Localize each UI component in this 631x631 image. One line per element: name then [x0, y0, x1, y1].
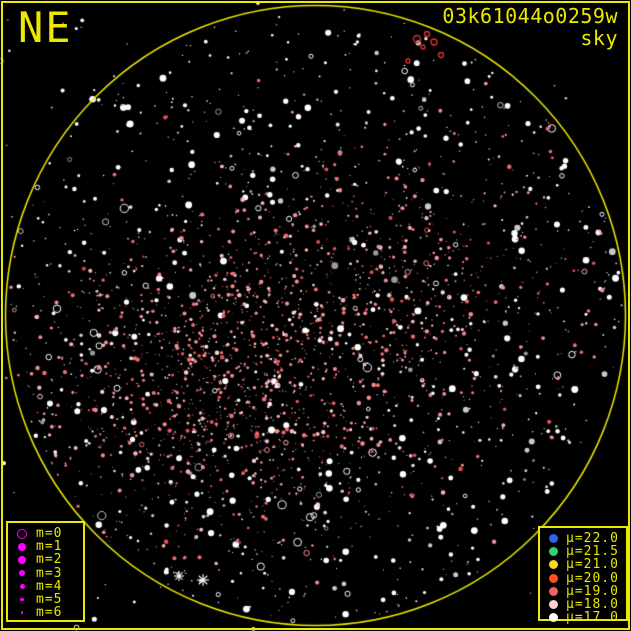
mu-legend-symbol-cell: [540, 534, 566, 544]
m-legend-label: m=2: [36, 552, 63, 568]
orientation-label: NE: [18, 3, 73, 52]
mu-legend-symbol-icon: [548, 600, 558, 610]
mu-legend-row: μ=17.0: [540, 611, 626, 624]
m-legend-label: m=6: [36, 605, 63, 621]
m-legend-label: m=4: [36, 578, 63, 594]
m-legend-symbol-cell: [8, 611, 36, 615]
mu-legend-row: μ=20.0: [540, 572, 626, 585]
mu-legend-symbol-icon: [548, 547, 558, 557]
magnitude-size-legend: m=0 m=1 m=2 m=3 m=4 m=5 m=6: [6, 521, 85, 622]
plot-title: 03k61044o0259w: [442, 4, 618, 28]
m-legend-symbol-icon: [18, 569, 26, 577]
m-legend-symbol-cell: [8, 528, 36, 539]
m-legend-symbol-icon: [17, 528, 27, 539]
m-legend-label: m=0: [36, 526, 63, 542]
m-legend-row: m=4: [8, 580, 83, 593]
m-legend-symbol-cell: [8, 583, 36, 589]
mu-legend-row: μ=19.0: [540, 585, 626, 598]
m-legend-rows: m=0 m=1 m=2 m=3 m=4 m=5 m=6: [8, 527, 83, 619]
m-legend-symbol-cell: [8, 556, 36, 564]
mu-legend-symbol-icon: [548, 573, 558, 583]
m-legend-symbol-cell: [8, 542, 36, 552]
title-block: 03k61044o0259w sky: [442, 5, 618, 49]
mu-color-legend: μ=22.0 μ=21.5 μ=21.0 μ=20.0 μ=19.0 μ=18.0 μ=17…: [538, 526, 628, 624]
mu-legend-symbol-cell: [540, 613, 566, 623]
m-legend-row: m=0: [8, 527, 83, 540]
m-legend-row: m=5: [8, 593, 83, 606]
mu-legend-symbol-cell: [540, 560, 566, 570]
m-legend-row: m=6: [8, 606, 83, 619]
mu-legend-row: μ=18.0: [540, 598, 626, 611]
mu-legend-row: μ=22.0: [540, 532, 626, 545]
m-legend-label: m=3: [36, 565, 63, 581]
m-legend-symbol-cell: [8, 569, 36, 577]
m-legend-symbol-icon: [20, 611, 24, 615]
mu-legend-rows: μ=22.0 μ=21.5 μ=21.0 μ=20.0 μ=19.0 μ=18.0 μ=17…: [540, 532, 626, 624]
mu-legend-label: μ=20.0: [566, 570, 619, 586]
mu-legend-symbol-icon: [548, 613, 558, 623]
mu-legend-label: μ=18.0: [566, 597, 619, 613]
mu-legend-symbol-icon: [548, 534, 558, 544]
m-legend-label: m=1: [36, 539, 63, 555]
m-legend-symbol-icon: [19, 583, 25, 589]
m-legend-row: m=2: [8, 553, 83, 566]
mu-legend-label: μ=22.0: [566, 531, 619, 547]
m-legend-symbol-icon: [17, 542, 27, 552]
mu-legend-symbol-cell: [540, 547, 566, 557]
mu-legend-symbol-icon: [548, 560, 558, 570]
mu-legend-label: μ=21.0: [566, 557, 619, 573]
mu-legend-row: μ=21.5: [540, 545, 626, 558]
plot-subtitle: sky: [580, 26, 618, 50]
mu-legend-label: μ=19.0: [566, 583, 619, 599]
mu-legend-row: μ=21.0: [540, 558, 626, 571]
m-legend-symbol-cell: [8, 597, 36, 602]
mu-legend-symbol-cell: [540, 600, 566, 610]
mu-legend-label: μ=21.5: [566, 544, 619, 560]
mu-legend-symbol-icon: [548, 586, 558, 596]
m-legend-symbol-icon: [20, 597, 24, 602]
m-legend-row: m=3: [8, 567, 83, 580]
m-legend-row: m=1: [8, 540, 83, 553]
mu-legend-label: μ=17.0: [566, 610, 619, 626]
m-legend-label: m=5: [36, 592, 63, 608]
m-legend-symbol-icon: [18, 556, 26, 564]
mu-legend-symbol-cell: [540, 586, 566, 596]
mu-legend-symbol-cell: [540, 573, 566, 583]
